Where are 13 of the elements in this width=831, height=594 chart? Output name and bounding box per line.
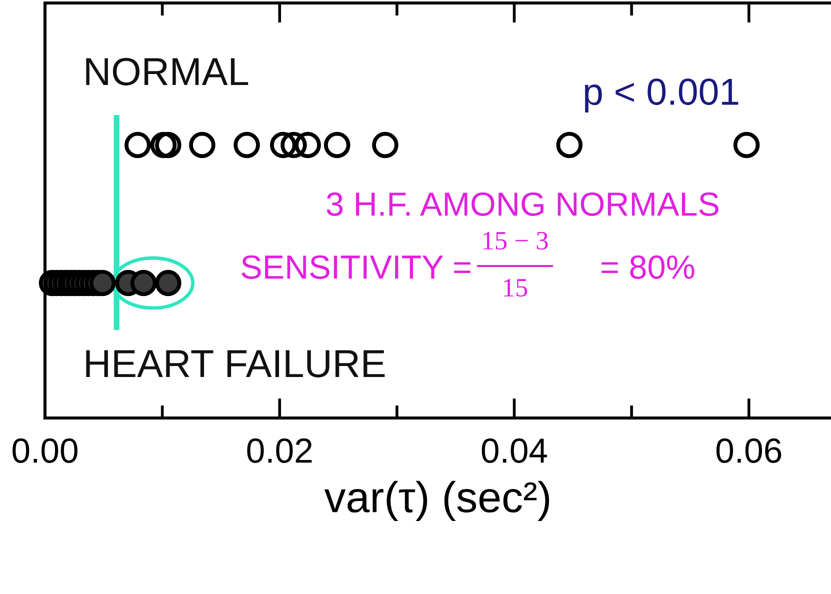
annotation: SENSITIVITY =	[242, 255, 470, 279]
x-tick-label: 0.02	[247, 438, 312, 463]
x-axis-title: var(τ) (sec²)	[324, 480, 550, 522]
y-tick-label: HEART FAILURE	[86, 350, 385, 378]
x-tick-label: 0.00	[12, 438, 78, 463]
annotation: 3 H.F. AMONG NORMALS	[326, 192, 718, 216]
y-tick-label: NORMAL	[86, 58, 248, 86]
x-tick-label: 0.06	[716, 438, 782, 463]
x-tick-label: 0.04	[482, 438, 548, 463]
annotation: 15 − 3	[483, 232, 548, 250]
annotation: = 80%	[602, 255, 694, 279]
annotation: p < 0.001	[584, 78, 738, 112]
annotation: 15	[504, 278, 528, 297]
